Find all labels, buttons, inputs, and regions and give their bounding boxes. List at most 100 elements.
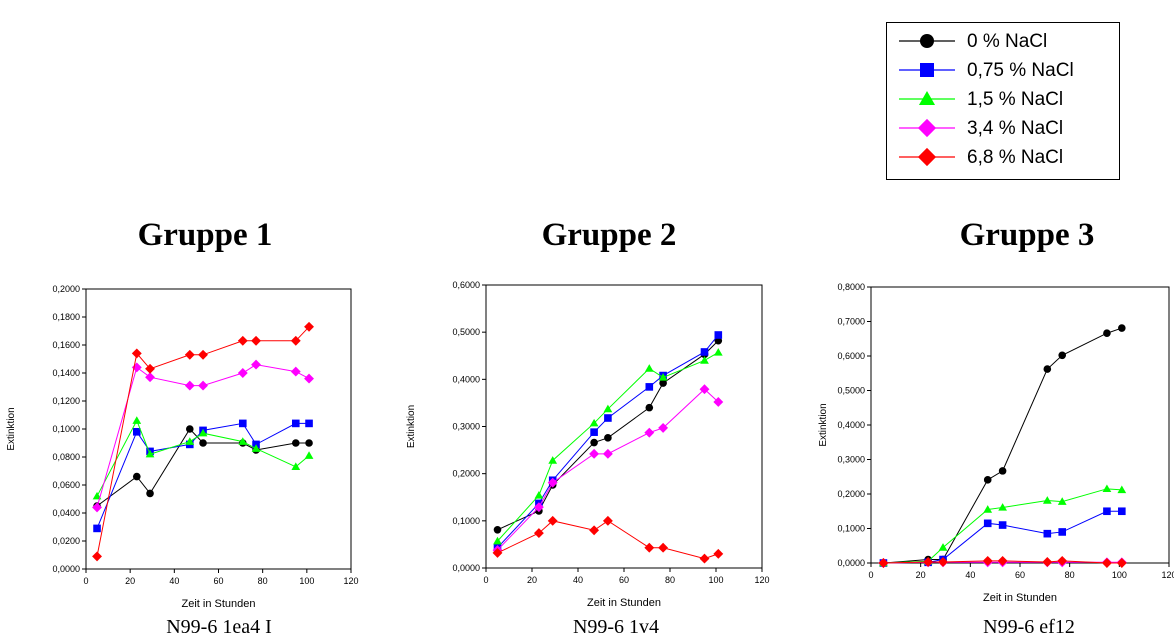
legend-symbol	[918, 90, 936, 105]
data-point	[131, 348, 142, 359]
data-point	[589, 448, 600, 459]
data-point	[997, 555, 1008, 566]
data-point	[1102, 484, 1112, 493]
y-tick-label: 0,2000	[837, 489, 865, 499]
x-tick-label: 0	[83, 576, 88, 586]
x-tick-label: 20	[527, 575, 537, 585]
y-tick-label: 0,0000	[837, 558, 865, 568]
data-point	[185, 437, 195, 445]
data-point	[1042, 496, 1052, 504]
legend-item-3: 3,4 % NaCl	[887, 114, 1119, 142]
data-point	[251, 444, 261, 452]
legend-marker-2	[899, 90, 955, 105]
legend-label: 3,4 % NaCl	[967, 118, 1064, 139]
legend-label: 1,5 % NaCl	[967, 89, 1064, 110]
data-point	[1058, 528, 1067, 536]
data-point	[589, 418, 599, 427]
legend-symbol	[917, 147, 937, 167]
data-point	[713, 348, 723, 356]
data-point	[1101, 558, 1112, 568]
x-tick-label: 120	[754, 575, 769, 585]
data-point	[1058, 351, 1067, 360]
legend-marker-4	[899, 147, 955, 167]
data-point	[1118, 507, 1126, 516]
data-point	[1057, 497, 1067, 505]
data-point	[145, 363, 155, 374]
y-tick-label: 0,1800	[52, 312, 80, 322]
legend-item-2: 1,5 % NaCl	[887, 85, 1119, 113]
y-axis-label: Extinktion	[818, 403, 829, 446]
y-tick-label: 0,3000	[837, 455, 865, 465]
data-point	[589, 525, 600, 536]
data-point	[184, 349, 195, 360]
data-point	[237, 335, 248, 346]
legend-item-0: 0 % NaCl	[887, 27, 1119, 55]
data-point	[304, 321, 314, 332]
x-tick-label: 120	[1161, 570, 1174, 580]
data-point	[251, 359, 261, 370]
data-point	[983, 476, 992, 484]
data-point	[92, 551, 102, 562]
data-point	[998, 521, 1007, 529]
data-point	[198, 380, 208, 391]
data-point	[602, 448, 613, 459]
x-tick-label: 40	[965, 570, 975, 580]
y-tick-label: 0,1000	[452, 516, 480, 526]
chart-legend: 0 % NaCl 0,75 % NaCl 1,5 % NaCl 3,4 % Na…	[886, 22, 1120, 180]
data-point	[644, 364, 654, 372]
x-tick-label: 60	[1015, 570, 1025, 580]
y-tick-label: 0,1000	[52, 424, 80, 434]
series-line	[497, 520, 719, 560]
data-point	[645, 403, 654, 412]
series-line	[96, 422, 310, 529]
y-axis-label: Extinktion	[406, 405, 417, 448]
legend-marker-0	[899, 34, 955, 48]
legend-symbol	[920, 34, 934, 48]
y-tick-label: 0,1600	[52, 340, 80, 350]
y-tick-label: 0,3000	[452, 422, 480, 432]
x-tick-label: 80	[665, 575, 675, 585]
data-point	[658, 422, 669, 433]
data-point	[290, 366, 301, 377]
x-tick-label: 40	[573, 575, 583, 585]
data-point	[1057, 555, 1068, 566]
data-point	[534, 490, 544, 499]
legend-symbol	[920, 63, 934, 77]
x-tick-label: 80	[1065, 570, 1075, 580]
data-point	[199, 439, 207, 447]
data-point	[132, 428, 141, 436]
data-point	[982, 555, 993, 566]
x-tick-label: 80	[258, 576, 268, 586]
y-tick-label: 0,0200	[52, 536, 80, 546]
data-point	[878, 558, 889, 568]
y-tick-label: 0,1000	[837, 524, 865, 534]
x-tick-label: 60	[213, 576, 223, 586]
series-line	[497, 388, 719, 551]
x-axis-label: Zeit in Stunden	[983, 592, 1057, 604]
x-tick-label: 100	[299, 576, 314, 586]
data-point	[146, 489, 154, 498]
data-point	[131, 362, 142, 373]
data-point	[198, 349, 208, 360]
y-tick-label: 0,2000	[52, 284, 80, 294]
data-point	[983, 519, 992, 528]
data-point	[713, 548, 724, 559]
data-point	[291, 419, 300, 428]
y-tick-label: 0,0000	[52, 564, 80, 574]
x-tick-label: 0	[868, 570, 873, 580]
data-point	[198, 428, 208, 437]
data-point	[237, 368, 248, 378]
data-point	[998, 467, 1007, 475]
data-point	[93, 524, 101, 533]
y-tick-label: 0,0800	[52, 452, 80, 462]
data-point	[1042, 557, 1053, 567]
y-tick-label: 0,5000	[837, 386, 865, 396]
data-point	[251, 335, 261, 346]
legend-marker-1	[899, 63, 955, 77]
x-tick-label: 0	[483, 575, 488, 585]
data-point	[493, 525, 502, 534]
data-point	[699, 384, 710, 395]
group-title-1: Gruppe 1	[137, 217, 273, 253]
data-point	[938, 543, 948, 551]
data-point	[291, 439, 300, 447]
